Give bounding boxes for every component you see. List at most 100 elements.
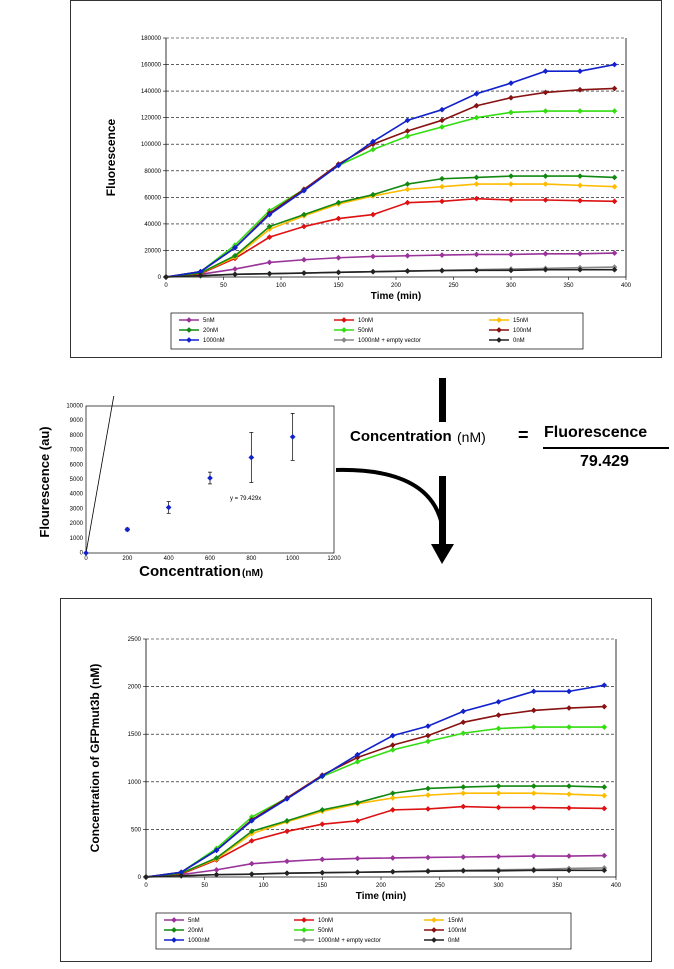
data-point bbox=[601, 867, 608, 874]
data-point bbox=[232, 271, 238, 278]
data-point bbox=[508, 80, 514, 87]
legend-label: 5nM bbox=[203, 318, 215, 324]
x-tick-label: 400 bbox=[621, 283, 632, 289]
legend-label: 50nM bbox=[318, 928, 333, 934]
legend-label: 100nM bbox=[448, 928, 466, 934]
x-tick-label: 50 bbox=[220, 283, 227, 289]
legend-swatch-marker bbox=[186, 327, 192, 333]
data-point bbox=[439, 183, 445, 190]
data-point bbox=[530, 783, 537, 790]
formula-equals: = bbox=[518, 425, 529, 445]
data-point bbox=[165, 504, 172, 511]
data-point bbox=[473, 267, 480, 274]
data-point bbox=[473, 195, 480, 202]
data-point bbox=[232, 244, 238, 251]
data-point bbox=[389, 855, 396, 861]
data-point bbox=[495, 867, 502, 874]
x-tick-label: 350 bbox=[563, 283, 574, 289]
data-point bbox=[319, 806, 326, 813]
legend-swatch-marker bbox=[431, 937, 437, 943]
legend-swatch-marker bbox=[186, 337, 192, 343]
legend-swatch-marker bbox=[171, 917, 177, 923]
legend-swatch-marker bbox=[496, 317, 502, 323]
data-point bbox=[284, 817, 290, 824]
data-point bbox=[566, 805, 572, 811]
legend-label: 0nM bbox=[448, 938, 460, 944]
y-tick-label: 5000 bbox=[70, 477, 84, 483]
x-tick-label: 200 bbox=[376, 883, 387, 889]
data-point bbox=[354, 751, 361, 758]
data-point bbox=[335, 269, 342, 276]
legend-swatch-marker bbox=[301, 927, 307, 933]
data-point bbox=[266, 270, 273, 277]
series-line bbox=[145, 726, 605, 878]
data-point bbox=[460, 730, 467, 737]
data-point bbox=[611, 183, 618, 190]
data-point bbox=[284, 870, 290, 877]
legend-label: 10nM bbox=[358, 318, 373, 324]
data-point bbox=[566, 688, 572, 695]
legend-swatch-marker bbox=[431, 927, 437, 933]
plot-frame bbox=[85, 405, 335, 554]
data-point bbox=[284, 795, 290, 802]
data-point bbox=[566, 867, 572, 874]
data-point bbox=[354, 817, 361, 824]
data-point bbox=[460, 867, 467, 874]
data-point bbox=[425, 732, 431, 739]
legend-swatch-marker bbox=[341, 327, 347, 333]
data-point bbox=[425, 868, 431, 875]
down-arrow-head bbox=[431, 544, 454, 564]
data-point bbox=[354, 799, 361, 806]
data-point bbox=[611, 198, 618, 205]
data-point bbox=[530, 688, 537, 695]
fraction-bar bbox=[543, 447, 669, 449]
data-point bbox=[248, 817, 255, 824]
data-point bbox=[389, 732, 396, 739]
data-point bbox=[566, 724, 572, 731]
y-tick-label: 0 bbox=[138, 875, 142, 881]
data-point bbox=[301, 270, 307, 276]
data-point bbox=[213, 847, 220, 854]
series-line bbox=[165, 63, 615, 278]
data-point bbox=[611, 266, 618, 273]
data-point bbox=[404, 181, 411, 188]
data-point bbox=[248, 860, 255, 867]
data-point bbox=[577, 86, 583, 93]
y-tick-label: 7000 bbox=[70, 448, 84, 454]
data-point bbox=[389, 790, 396, 797]
series-line bbox=[165, 183, 615, 278]
x-tick-label: 400 bbox=[611, 883, 622, 889]
data-point bbox=[601, 703, 608, 710]
data-point bbox=[289, 433, 296, 440]
data-point bbox=[83, 550, 89, 556]
data-point bbox=[439, 106, 445, 113]
data-point bbox=[439, 252, 445, 259]
data-point bbox=[213, 871, 220, 878]
x-tick-label: 50 bbox=[201, 883, 208, 889]
data-point bbox=[460, 719, 467, 726]
data-point bbox=[425, 738, 431, 745]
data-point bbox=[404, 268, 411, 274]
x-tick-label: 0 bbox=[144, 883, 148, 889]
legend-swatch-marker bbox=[186, 317, 192, 323]
data-point bbox=[404, 186, 411, 193]
data-point bbox=[473, 90, 480, 97]
data-point bbox=[577, 197, 583, 204]
legend-swatch-marker bbox=[171, 937, 177, 943]
legend-label: 20nM bbox=[188, 928, 203, 934]
legend-label: 20nM bbox=[203, 328, 218, 334]
x-tick-label: 100 bbox=[276, 283, 287, 289]
data-point bbox=[404, 133, 411, 140]
data-point bbox=[495, 783, 502, 790]
data-point bbox=[439, 175, 445, 182]
y-tick-label: 2500 bbox=[128, 637, 142, 643]
legend-label: 10nM bbox=[318, 918, 333, 924]
data-point bbox=[319, 869, 326, 876]
data-point bbox=[611, 61, 618, 68]
data-point bbox=[508, 197, 514, 203]
data-point bbox=[425, 805, 431, 812]
y-tick-label: 60000 bbox=[144, 195, 161, 201]
down-arrow-shaft-lower bbox=[439, 476, 446, 546]
y-tick-label: 140000 bbox=[141, 89, 162, 95]
